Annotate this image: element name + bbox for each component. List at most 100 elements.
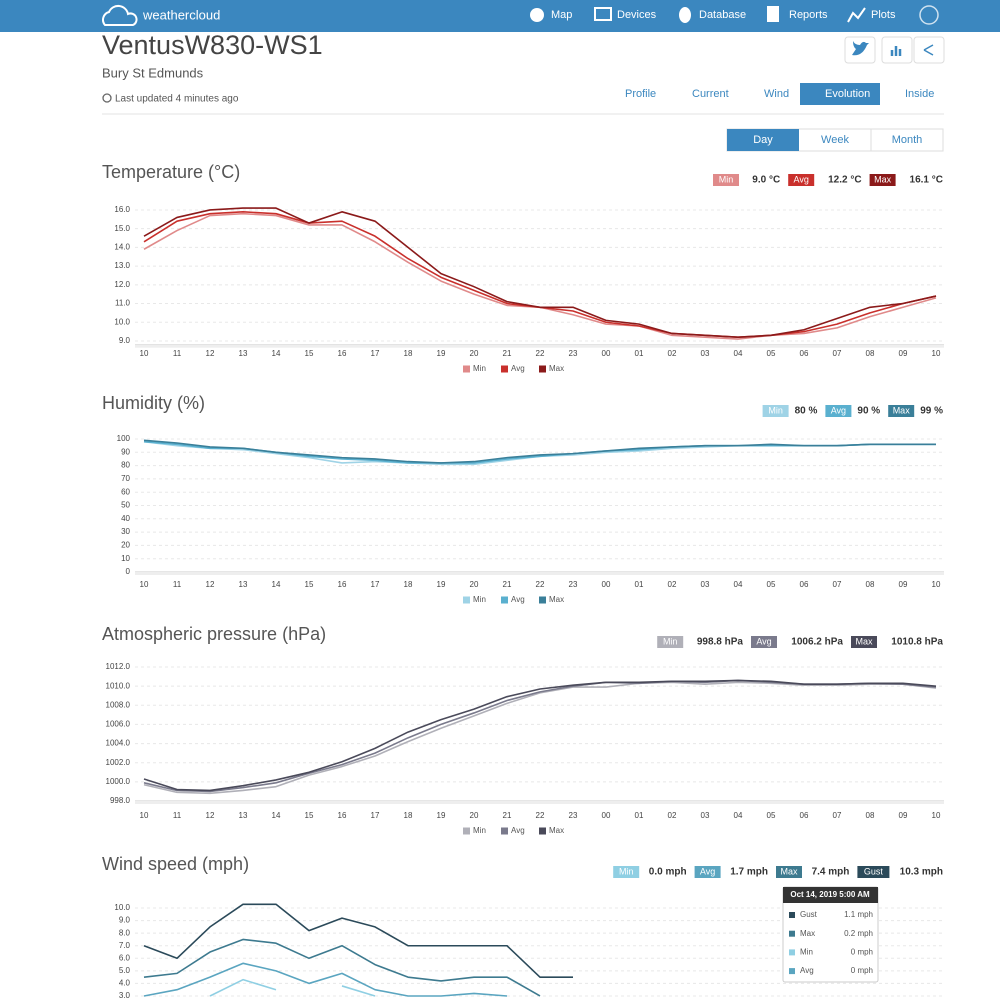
y-tick-label: 1012.0 [106, 662, 131, 671]
tooltip-name: Max [800, 929, 815, 938]
share-button[interactable] [913, 36, 945, 64]
x-tick-label: 04 [734, 349, 743, 358]
y-tick-label: 3.0 [119, 991, 131, 1000]
summary-label: Max [780, 866, 798, 876]
x-tick-label: 23 [569, 580, 578, 589]
active-tab-bg [800, 83, 880, 105]
legend-swatch [501, 827, 508, 835]
series-line [143, 207, 937, 339]
legend-swatch [501, 365, 508, 373]
x-tick-label: 15 [305, 811, 314, 820]
y-tick-label: 30 [121, 527, 130, 536]
x-tick-label: 22 [536, 811, 545, 820]
tab[interactable]: Current [692, 88, 729, 100]
x-tick-label: 08 [866, 811, 875, 820]
summary-badge [888, 405, 915, 417]
tab-active[interactable]: Evolution [825, 88, 870, 100]
summary-value: 7.4 mph [812, 867, 850, 878]
y-tick-label: 998.0 [110, 796, 131, 805]
legend-swatch [539, 596, 546, 604]
y-tick-label: 9.0 [119, 916, 131, 925]
summary-badge [694, 866, 721, 878]
nav-link[interactable]: Devices [617, 9, 657, 21]
x-tick-label: 14 [272, 811, 281, 820]
x-tick-label: 02 [668, 580, 677, 589]
tooltip-swatch [789, 949, 795, 956]
summary-label: Avg [831, 405, 846, 415]
share-icon [923, 44, 934, 56]
period-button[interactable]: Month [892, 134, 923, 146]
summary-value: 16.1 °C [910, 175, 943, 186]
brand[interactable]: weathercloud [102, 4, 220, 26]
y-tick-label: 0 [126, 567, 131, 576]
series-line [143, 211, 937, 339]
map-icon [530, 8, 544, 22]
x-tick-label: 01 [635, 580, 644, 589]
y-tick-label: 80 [121, 461, 130, 470]
x-tick-label: 10 [140, 580, 149, 589]
x-tick-label: 22 [536, 349, 545, 358]
tooltip-name: Gust [800, 910, 818, 919]
y-tick-label: 15.0 [114, 224, 130, 233]
legend-swatch [463, 827, 470, 835]
x-tick-label: 15 [305, 580, 314, 589]
x-tick-label: 00 [602, 349, 611, 358]
y-tick-label: 9.0 [119, 336, 131, 345]
legend-swatch [463, 596, 470, 604]
brand-name: weathercloud [142, 7, 220, 22]
tooltip-swatch [789, 912, 795, 918]
x-tick-label: 16 [338, 349, 347, 358]
tab[interactable]: Profile [625, 88, 656, 100]
x-tick-label: 11 [173, 580, 182, 589]
x-tick-label: 00 [602, 811, 611, 820]
nav-link[interactable]: Reports [789, 9, 828, 21]
user-avatar[interactable] [919, 5, 939, 25]
x-tick-label: 10 [932, 349, 941, 358]
legend-label: Max [549, 826, 564, 835]
summary-value: 10.3 mph [900, 867, 943, 878]
x-tick-label: 06 [800, 349, 809, 358]
x-tick-label: 17 [371, 580, 380, 589]
x-tick-label: 13 [239, 580, 248, 589]
x-tick-label: 03 [701, 349, 710, 358]
nav-link[interactable]: Database [699, 9, 746, 21]
x-tick-label: 06 [800, 811, 809, 820]
x-tick-label: 06 [800, 580, 809, 589]
summary-badge [657, 636, 684, 648]
nav-link[interactable]: Map [551, 9, 572, 21]
station-location: Bury St Edmunds [102, 65, 204, 80]
series-line [143, 681, 937, 795]
tooltip-name: Avg [800, 966, 814, 975]
navbar [0, 0, 1000, 32]
summary-badge [851, 636, 877, 648]
series-line [143, 679, 937, 792]
y-tick-label: 10.0 [114, 317, 130, 326]
x-tick-label: 00 [602, 580, 611, 589]
summary-label: Avg [756, 636, 771, 646]
tab[interactable]: Inside [905, 88, 934, 100]
chart-title: Humidity (%) [102, 393, 205, 413]
summary-badge [751, 636, 777, 648]
series-line [143, 903, 573, 978]
plots-icon [847, 7, 866, 23]
x-tick-label: 03 [701, 811, 710, 820]
summary-value: 1010.8 hPa [891, 637, 943, 648]
legend-label: Min [473, 826, 486, 835]
tooltip-swatch [789, 968, 795, 975]
twitter-icon [852, 41, 869, 56]
x-axis-band [135, 344, 944, 348]
summary-badge [776, 866, 802, 878]
tooltip-value: 0.2 mph [844, 929, 873, 938]
x-tick-label: 01 [635, 811, 644, 820]
y-tick-label: 13.0 [114, 261, 130, 270]
nav-link[interactable]: Plots [871, 9, 896, 21]
period-button[interactable]: Week [821, 134, 849, 146]
tooltip-title: Oct 14, 2019 5:00 AM [790, 890, 870, 899]
tooltip-value: 0 mph [851, 948, 873, 957]
tooltip-name: Min [800, 948, 813, 957]
x-tick-label: 16 [338, 580, 347, 589]
tab[interactable]: Wind [764, 88, 789, 100]
period-button[interactable]: Day [753, 134, 773, 146]
x-tick-label: 12 [206, 580, 215, 589]
x-tick-label: 18 [404, 811, 413, 820]
